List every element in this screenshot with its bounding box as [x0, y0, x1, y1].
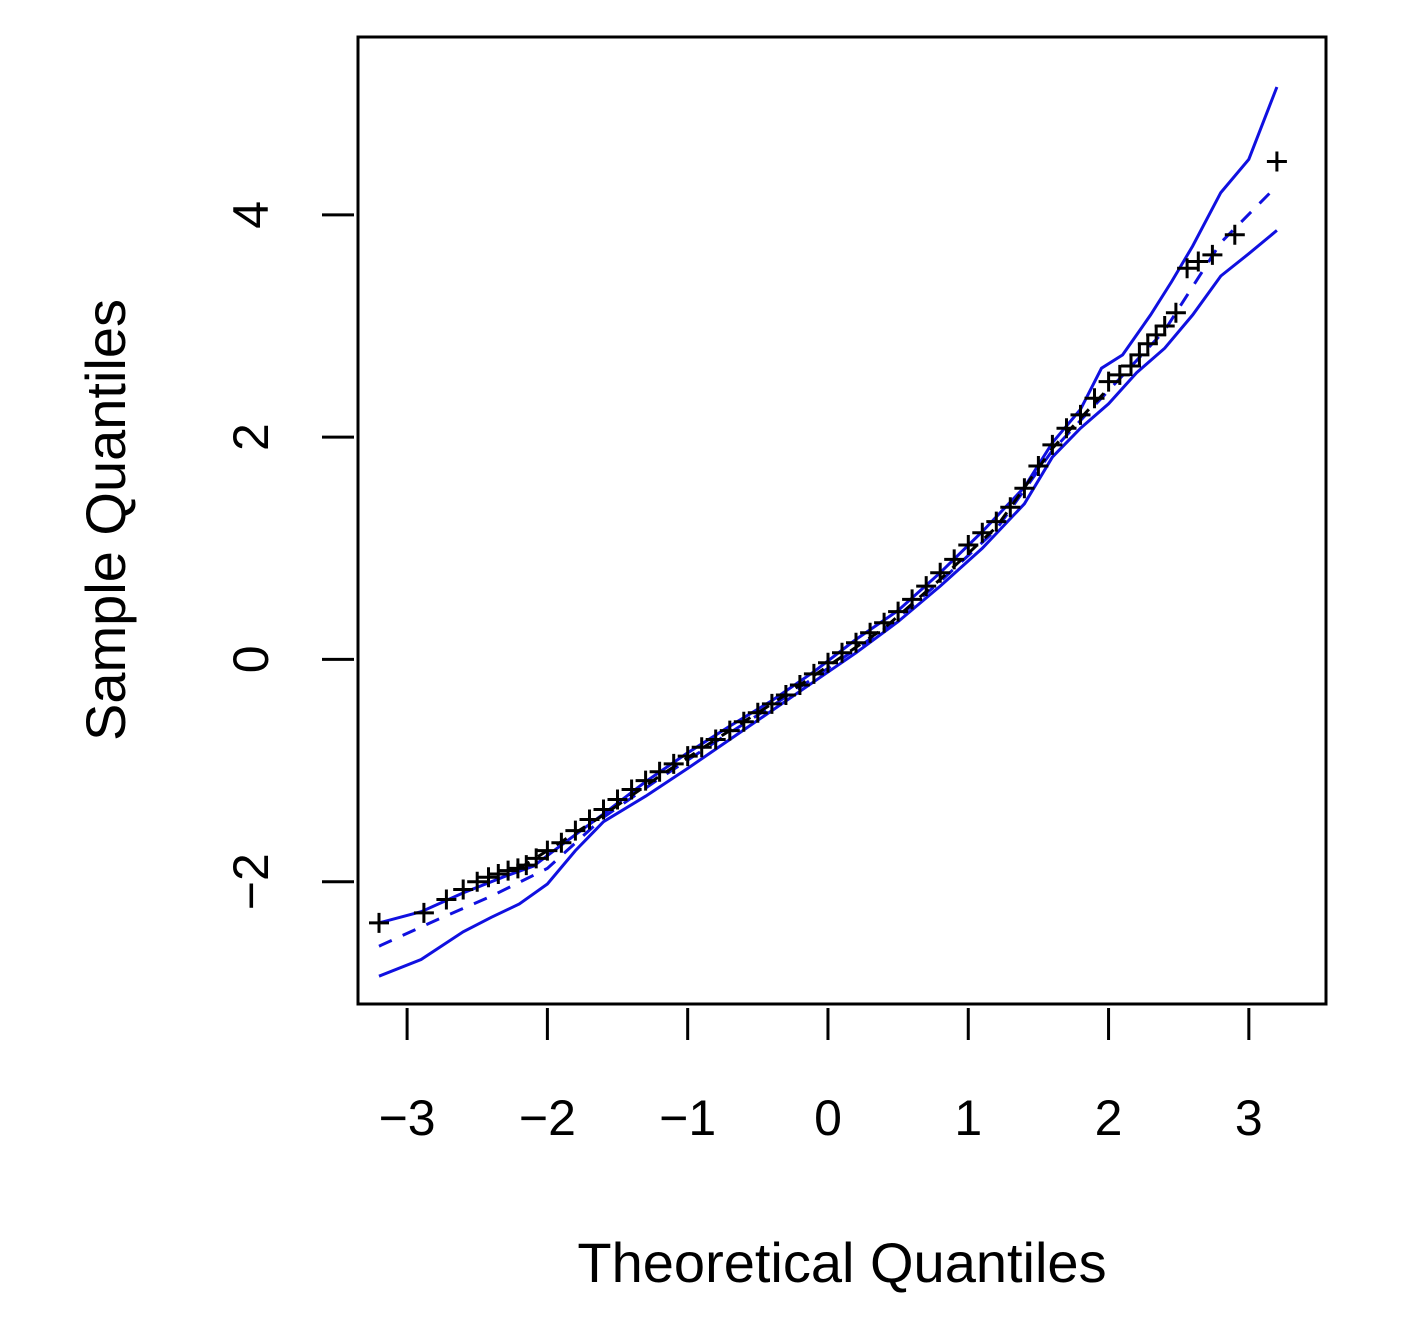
data-point [593, 799, 614, 820]
data-point [369, 912, 389, 933]
data-point [705, 729, 726, 750]
data-point [635, 770, 656, 791]
y-axis-label: Sample Quantiles [74, 299, 137, 741]
data-point [747, 702, 768, 723]
plot-layer [369, 86, 1287, 978]
data-point [1188, 251, 1209, 272]
data-point [733, 711, 754, 732]
data-point [719, 720, 740, 741]
data-point [818, 652, 838, 673]
y-axis: −2 0 2 4 [223, 201, 354, 910]
data-point [888, 601, 909, 622]
y-tick-label: −2 [223, 853, 279, 910]
data-point [874, 612, 895, 633]
x-axis: −3 −2 −1 0 1 2 3 [379, 1008, 1263, 1146]
data-point [1129, 344, 1150, 365]
y-tick-label: 0 [223, 645, 279, 673]
lower-envelope [378, 229, 1278, 978]
data-point [1266, 151, 1287, 172]
x-tick-label: −2 [519, 1090, 576, 1146]
data-point [1000, 497, 1021, 518]
data-point [1121, 356, 1141, 376]
x-tick-label: 1 [954, 1090, 982, 1146]
data-point [1202, 244, 1223, 265]
x-tick-label: 3 [1235, 1090, 1263, 1146]
data-point [1137, 333, 1158, 354]
data-point [691, 737, 712, 758]
data-point [498, 860, 519, 881]
data-point [467, 871, 488, 892]
x-tick-label: −3 [379, 1090, 436, 1146]
data-point [1154, 316, 1175, 336]
data-point [930, 562, 951, 583]
data-point [565, 820, 586, 841]
data-point [775, 685, 796, 705]
data-point [1056, 418, 1077, 439]
data-point [413, 902, 434, 923]
data-point [537, 840, 558, 861]
data-point [846, 632, 866, 653]
x-tick-label: 0 [814, 1090, 842, 1146]
data-point [1014, 478, 1035, 499]
data-point [1165, 302, 1186, 323]
plot-frame [356, 35, 1328, 1006]
data-point [551, 832, 572, 853]
data-point [488, 864, 509, 884]
data-point [1042, 434, 1063, 455]
data-point [944, 549, 965, 570]
data-point [902, 589, 923, 610]
median-line [518, 387, 1110, 870]
data-point [958, 535, 979, 555]
data-point [986, 511, 1007, 532]
reference-line [378, 184, 1278, 948]
data-point [1146, 324, 1167, 345]
data-point [803, 663, 824, 684]
x-axis-label: Theoretical Quantiles [577, 1231, 1106, 1294]
data-point [789, 675, 810, 695]
x-tick-label: 2 [1095, 1090, 1123, 1146]
data-point [677, 746, 698, 767]
data-point [436, 889, 457, 910]
data-point [526, 848, 547, 869]
data-point [1028, 456, 1049, 476]
data-point [453, 879, 474, 900]
data-point [1109, 364, 1130, 385]
data-point [1070, 404, 1091, 425]
data-point [649, 761, 670, 782]
data-point [607, 789, 628, 810]
upper-envelope [378, 86, 1279, 925]
data-point [761, 693, 782, 714]
x-tick-label: −1 [659, 1090, 716, 1146]
data-point [1177, 258, 1198, 279]
data-point [579, 809, 600, 830]
data-point [1084, 388, 1105, 409]
data-point [1098, 371, 1119, 392]
y-tick-label: 4 [223, 201, 279, 229]
data-point [972, 522, 993, 543]
data-point [507, 858, 528, 879]
y-tick-label: 2 [223, 423, 279, 451]
data-point [860, 622, 881, 643]
data-point [832, 642, 852, 663]
data-point [1224, 224, 1245, 245]
data-point [621, 779, 642, 800]
data-point [916, 576, 937, 597]
data-point [663, 753, 684, 774]
data-point [478, 867, 499, 888]
